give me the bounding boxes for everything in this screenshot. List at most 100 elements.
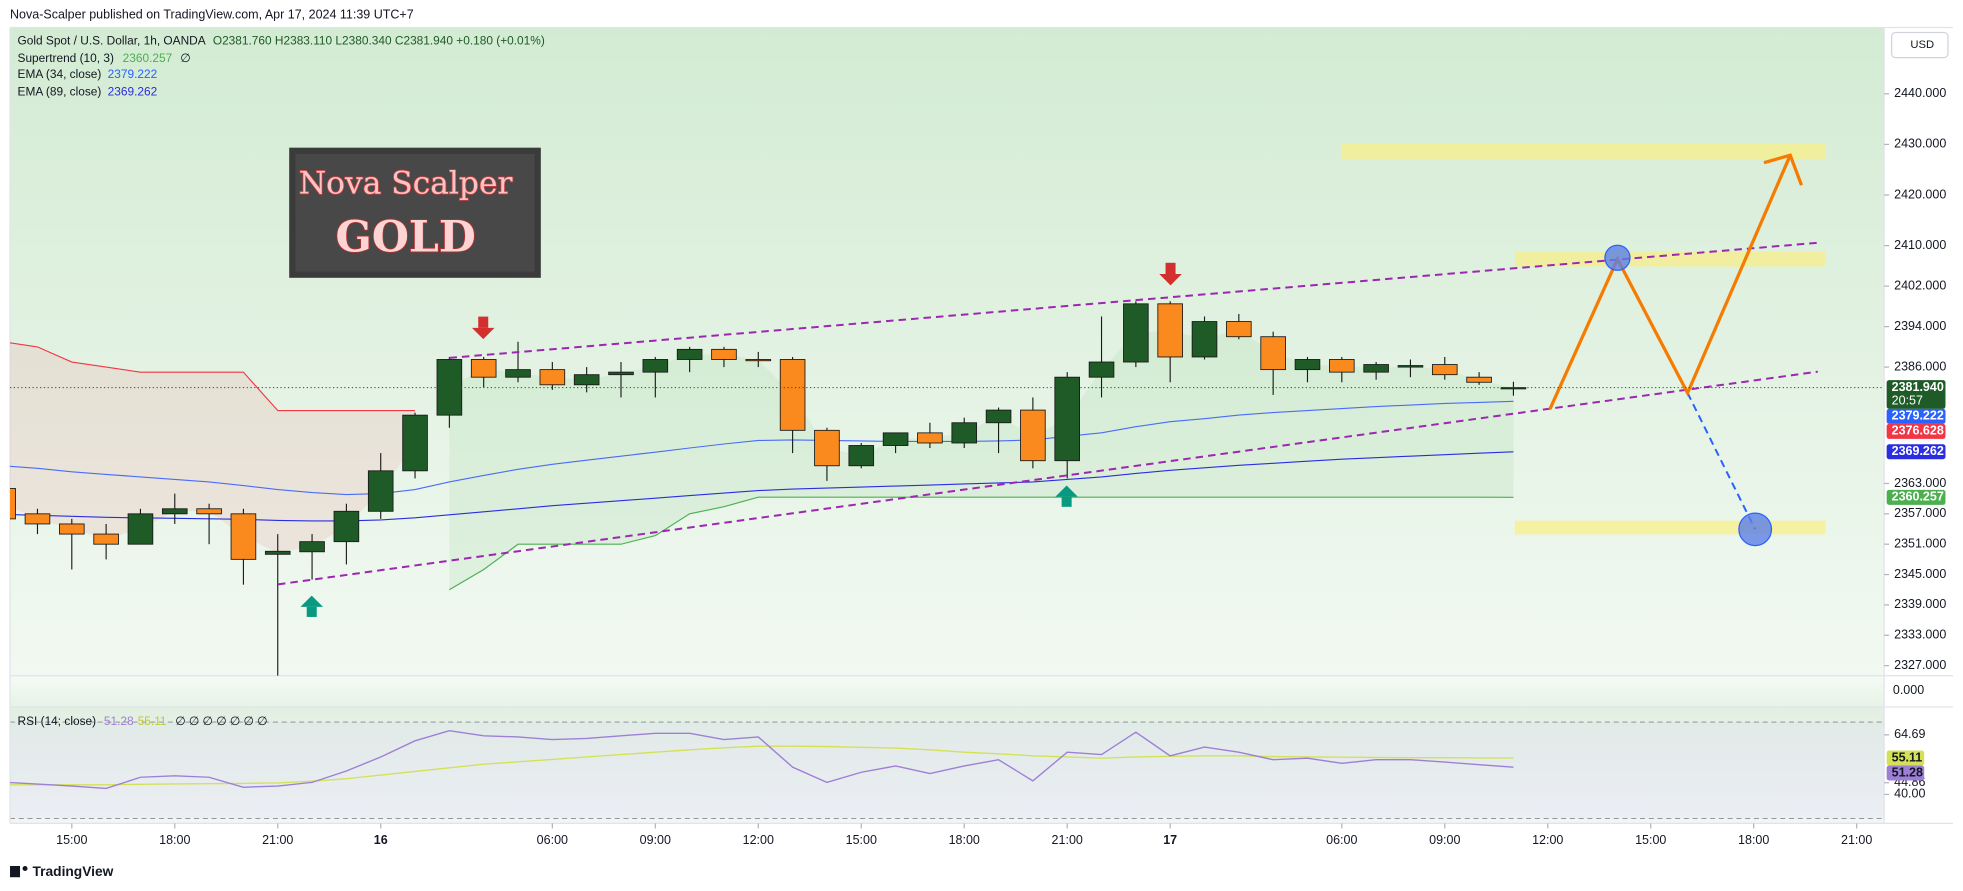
candle-body	[10, 488, 16, 520]
target-zone	[1342, 143, 1826, 159]
price-badge-label: 2369.262	[1892, 444, 1944, 458]
buy-arrow	[1055, 485, 1078, 507]
x-tick-label: 06:00	[537, 833, 568, 847]
candle-body	[711, 348, 737, 360]
candle-body	[676, 348, 703, 360]
y-tick-label: 2410.000	[1894, 238, 1946, 252]
rsi-badge-label: 55.11	[1892, 750, 1923, 764]
rsi-name: RSI (14; close)	[18, 714, 97, 728]
supertrend-fill	[10, 342, 416, 553]
rsi-value: 51.28	[104, 714, 134, 728]
y-tick-label: 2440.000	[1894, 86, 1946, 100]
candle-body	[642, 359, 669, 373]
x-tick-label: 15:00	[846, 833, 877, 847]
x-tick-label: 18:00	[159, 833, 190, 847]
indicator-value: 2379.222	[108, 67, 158, 81]
banner-subtitle: GOLD	[335, 212, 475, 262]
candle-body	[745, 359, 772, 362]
logo-mark	[10, 865, 21, 878]
price-badge-label: 2360.257	[1892, 490, 1944, 504]
price-badge	[1886, 380, 1946, 409]
indicator-value: 2360.257	[123, 51, 173, 65]
rsi-pane	[10, 707, 1885, 824]
y-tick-label: 2363.000	[1894, 476, 1946, 490]
price-badge	[1886, 423, 1946, 439]
indicator-name: Supertrend (10, 3)	[18, 51, 114, 65]
candle-body	[24, 513, 51, 525]
candle-body	[505, 369, 531, 378]
rsi-badge	[1886, 750, 1925, 766]
candle-body	[127, 513, 154, 545]
y-tick-label: 2386.000	[1894, 359, 1946, 373]
currency-button[interactable]	[1891, 31, 1949, 59]
price-badge-label: 2379.222	[1892, 409, 1944, 423]
supertrend-fill	[449, 329, 1514, 590]
y-tick-label: 2430.000	[1894, 137, 1946, 151]
indicator-value: 2369.262	[108, 85, 158, 99]
indicator-line	[10, 400, 1514, 496]
x-tick-label: 15:00	[56, 833, 87, 847]
sell-arrow	[1159, 262, 1182, 286]
x-tick-label: 12:00	[1532, 833, 1563, 847]
candle-body	[1466, 376, 1492, 383]
banner: Nova Scalper GOLD	[289, 147, 541, 278]
candle-body	[161, 508, 188, 515]
candle-body	[470, 359, 497, 378]
pivot-circle	[1604, 244, 1631, 271]
indicator-line	[10, 342, 416, 412]
candle-body	[1431, 364, 1458, 376]
candle-body	[1397, 365, 1424, 368]
y-tick-label: 2420.000	[1894, 187, 1946, 201]
candle-body	[814, 429, 840, 467]
price-layer	[10, 301, 1527, 676]
price-pane	[10, 27, 1885, 676]
x-tick-label: 21:00	[262, 833, 293, 847]
rsi-layer	[10, 729, 1514, 790]
candle-body	[1020, 409, 1046, 462]
channel-upper	[449, 241, 1818, 359]
x-tick-label: 18:00	[949, 833, 980, 847]
candle-body	[367, 470, 394, 512]
candle-body	[917, 432, 943, 444]
price-badge-label: 2381.940	[1892, 380, 1944, 394]
countdown: 20:57	[1892, 394, 1923, 408]
x-tick-label: 21:00	[1841, 833, 1872, 847]
footer-logo: TradingView	[10, 864, 114, 879]
pivot-circle	[1738, 512, 1773, 547]
candle-body	[573, 374, 600, 386]
volume-axis-label: 0.000	[1893, 683, 1924, 697]
x-tick-label: 09:00	[1429, 833, 1460, 847]
price-badge	[1886, 489, 1946, 505]
ohlc-legend: O2381.760 H2383.110 L2380.340 C2381.940 …	[213, 33, 545, 47]
candle-body	[985, 409, 1012, 424]
rsi-line	[10, 729, 1514, 790]
candle-body	[882, 432, 909, 446]
y-tick-label: 2327.000	[1894, 658, 1946, 672]
drawings	[277, 143, 1826, 617]
projected-arrowhead	[1763, 153, 1804, 186]
banner-title: Nova Scalper	[299, 166, 513, 202]
indicator-name: EMA (89, close)	[18, 85, 102, 99]
price-badge-label: 2376.628	[1892, 424, 1944, 438]
candle-body	[402, 414, 428, 472]
y-tick-label: 2345.000	[1894, 567, 1946, 581]
currency-label: USD	[1910, 39, 1934, 51]
price-badge	[1886, 408, 1946, 424]
support-zone	[1514, 520, 1826, 535]
candle-body	[1157, 303, 1183, 358]
indicator-extra: ∅	[180, 51, 190, 65]
candle-body	[539, 369, 566, 386]
candle-body	[951, 422, 978, 444]
sell-arrow	[471, 316, 495, 340]
candle-body	[1054, 376, 1081, 462]
rsi-line	[10, 745, 1514, 786]
candle-body	[1260, 336, 1286, 371]
candle-body	[264, 550, 291, 555]
rsi-badge	[1886, 765, 1925, 781]
buy-arrow	[300, 595, 323, 617]
logo-mark	[22, 865, 28, 871]
rsi-ma-value: 55.11	[138, 714, 167, 728]
y-tick-label: 2357.000	[1894, 506, 1946, 520]
candle-body	[93, 533, 119, 545]
